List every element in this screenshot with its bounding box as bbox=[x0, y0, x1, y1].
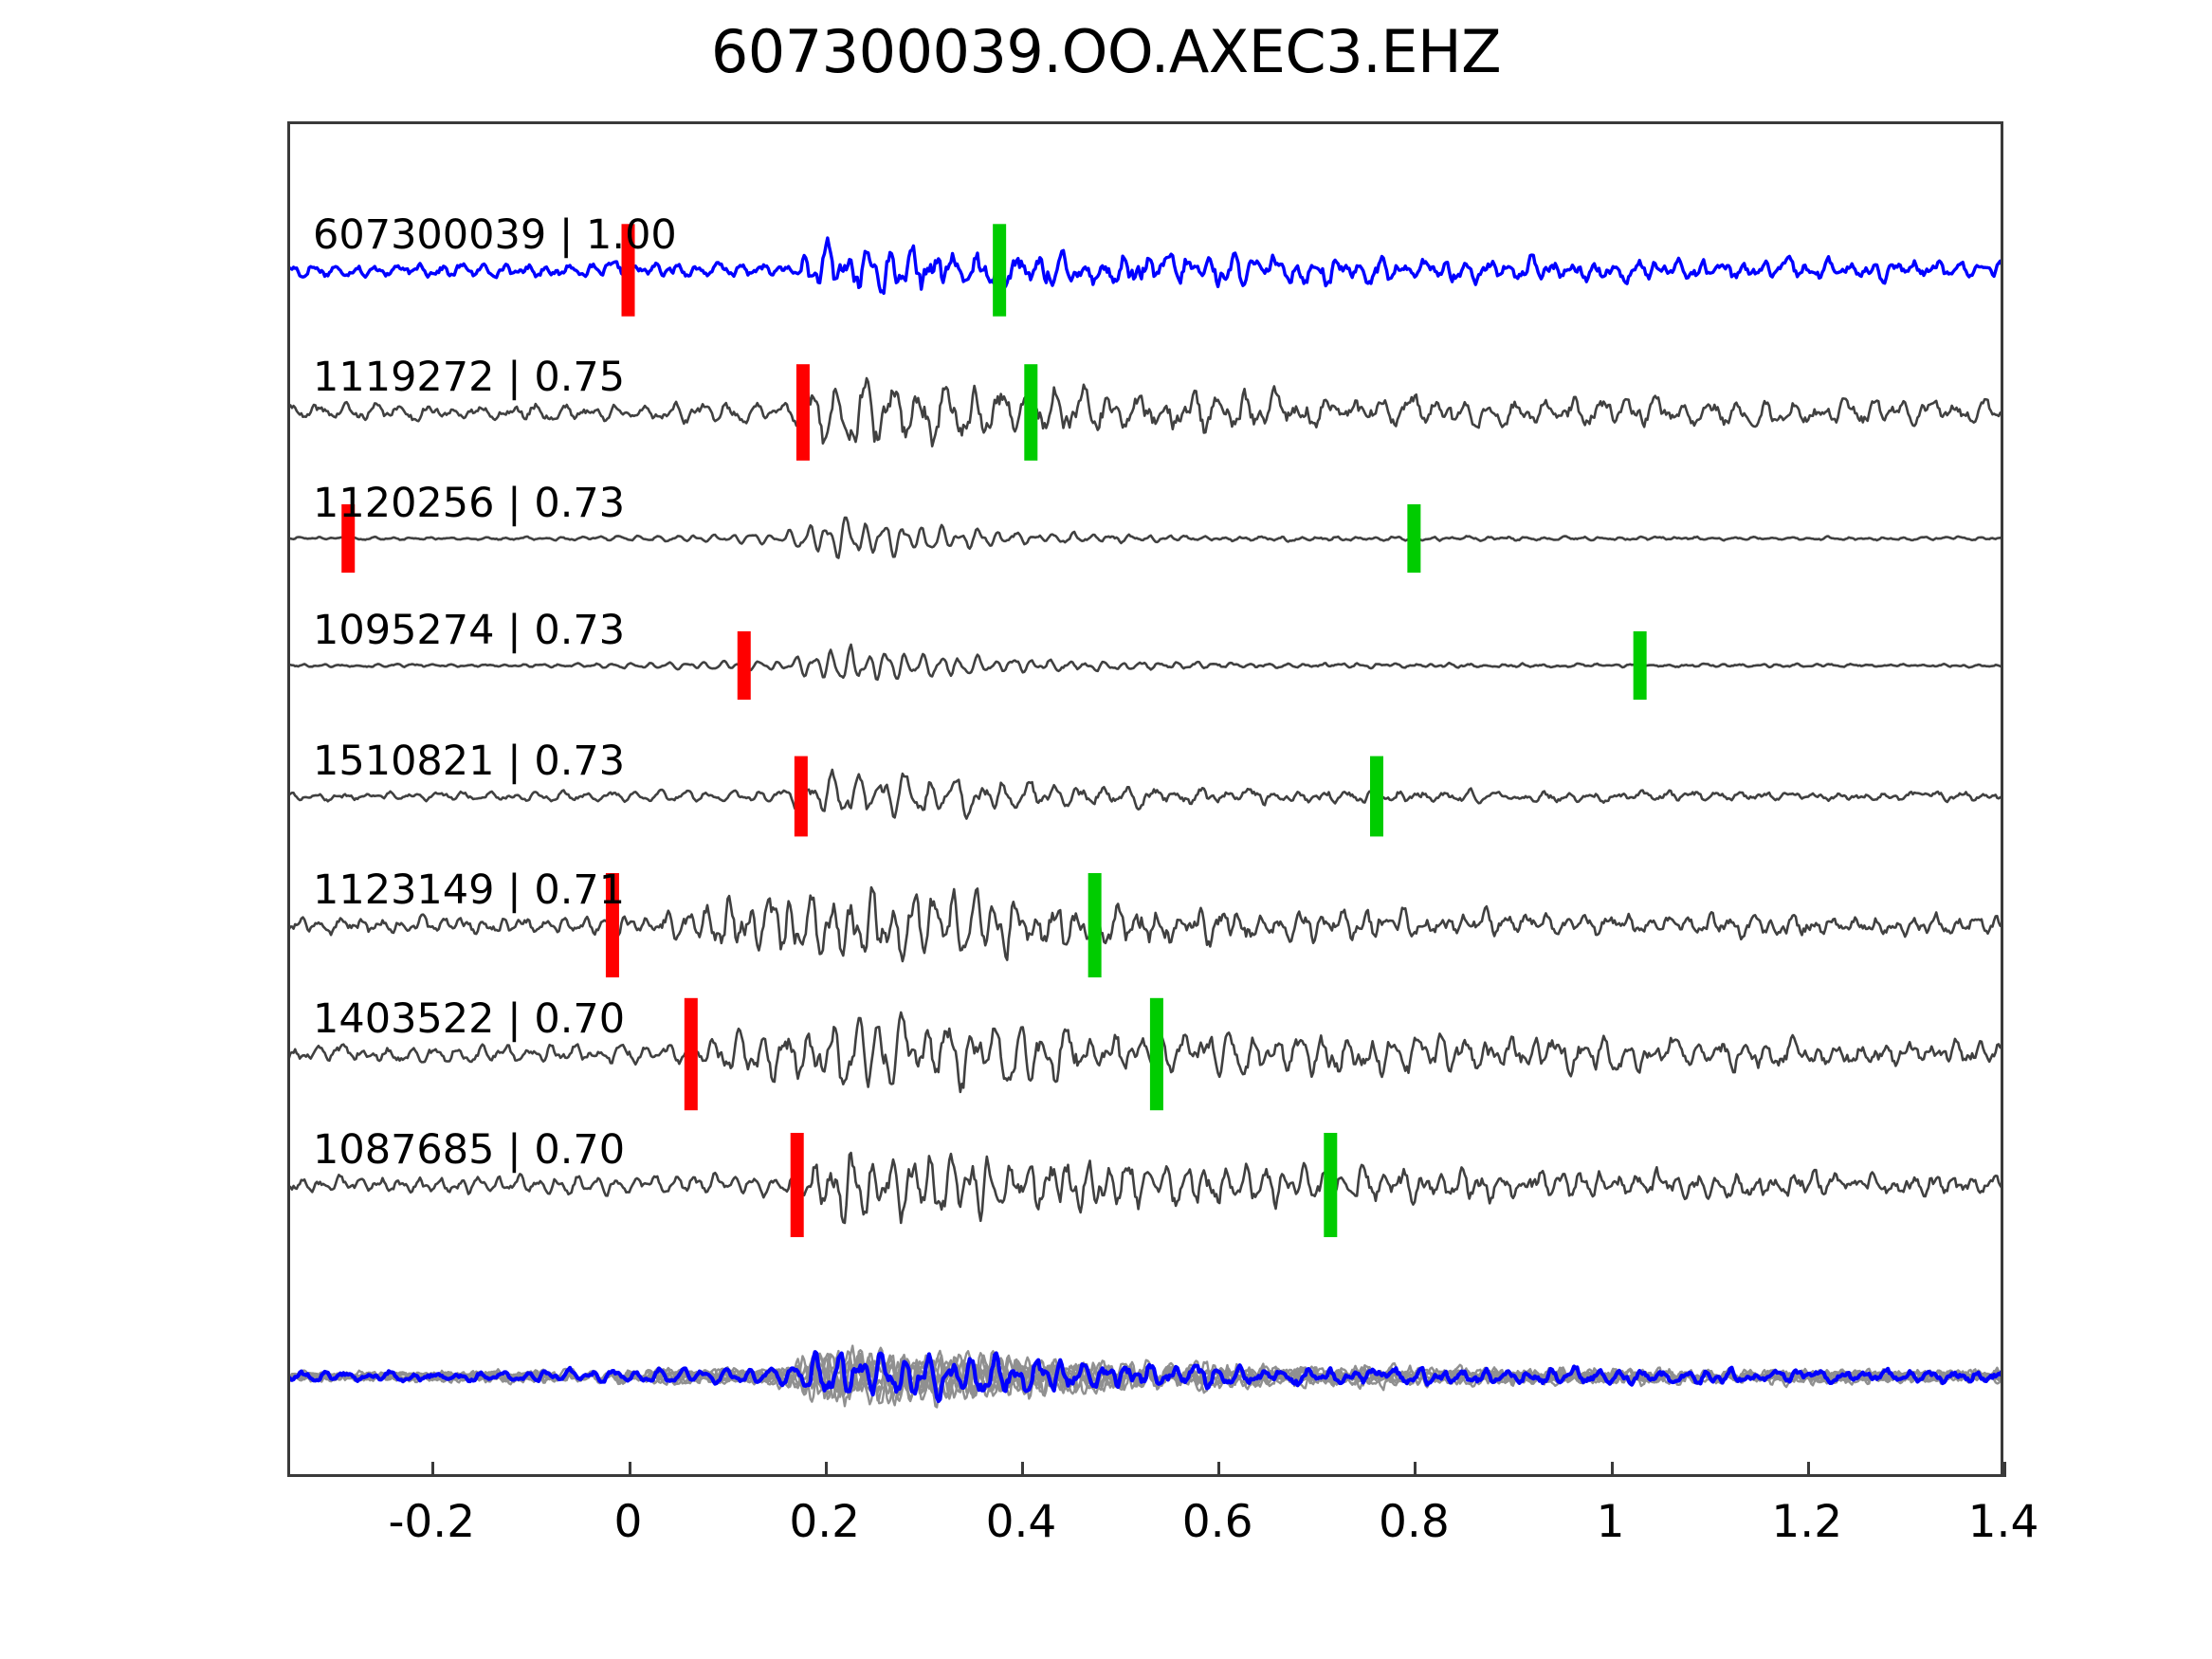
stack-reference-trace bbox=[287, 1350, 2003, 1404]
x-tick-label: 1 bbox=[1596, 1496, 1625, 1548]
p-pick-marker-1095274 bbox=[737, 630, 751, 701]
trace-label-1510821: 1510821 | 0.73 bbox=[313, 738, 626, 785]
waveform-trace-1510821 bbox=[287, 768, 2003, 820]
waveform-trace-1403522 bbox=[287, 1011, 2003, 1094]
p-pick-marker-1087685 bbox=[790, 1133, 804, 1237]
waveform-trace-1123149 bbox=[287, 885, 2003, 963]
waveform-trace-607300039 bbox=[287, 236, 2003, 296]
trace-label-1095274: 1095274 | 0.73 bbox=[313, 607, 626, 654]
x-tick-mark bbox=[2003, 1462, 2006, 1477]
x-tick-label: 0 bbox=[613, 1496, 643, 1548]
p-pick-marker-1510821 bbox=[794, 756, 808, 837]
page-title: 607300039.OO.AXEC3.EHZ bbox=[710, 17, 1502, 86]
p-pick-marker-607300039 bbox=[621, 224, 635, 317]
x-tick-label: -0.2 bbox=[388, 1496, 476, 1548]
s-pick-marker-1119272 bbox=[1024, 364, 1038, 461]
s-pick-marker-607300039 bbox=[993, 224, 1007, 317]
s-pick-marker-1403522 bbox=[1149, 997, 1163, 1111]
s-pick-marker-1510821 bbox=[1369, 756, 1383, 837]
x-tick-mark bbox=[1217, 1462, 1221, 1477]
x-tick-label: 0.8 bbox=[1378, 1496, 1450, 1548]
waveform-trace-1087685 bbox=[287, 1151, 2003, 1225]
p-pick-marker-1120256 bbox=[341, 503, 356, 574]
p-pick-marker-1119272 bbox=[795, 364, 810, 461]
trace-label-1119272: 1119272 | 0.75 bbox=[313, 354, 626, 401]
x-tick-label: 0.2 bbox=[789, 1496, 861, 1548]
x-tick-label: 0.4 bbox=[985, 1496, 1057, 1548]
x-tick-mark bbox=[1020, 1462, 1024, 1477]
trace-label-607300039: 607300039 | 1.00 bbox=[313, 211, 677, 259]
x-tick-mark bbox=[431, 1462, 435, 1477]
waveform-trace-1095274 bbox=[287, 643, 2003, 682]
trace-label-1087685: 1087685 | 0.70 bbox=[313, 1126, 626, 1174]
trace-label-1120256: 1120256 | 0.73 bbox=[313, 480, 626, 527]
x-tick-mark bbox=[1414, 1462, 1417, 1477]
s-pick-marker-1120256 bbox=[1407, 503, 1421, 574]
x-tick-mark bbox=[628, 1462, 631, 1477]
s-pick-marker-1095274 bbox=[1633, 630, 1647, 701]
waveform-trace-1119272 bbox=[287, 376, 2003, 447]
x-tick-mark bbox=[1610, 1462, 1614, 1477]
p-pick-marker-1123149 bbox=[605, 873, 619, 977]
x-tick-label: 1.2 bbox=[1771, 1496, 1843, 1548]
plot-axes bbox=[287, 121, 2003, 1477]
x-tick-label: 0.6 bbox=[1181, 1496, 1253, 1548]
s-pick-marker-1087685 bbox=[1324, 1133, 1338, 1237]
x-tick-mark bbox=[824, 1462, 828, 1477]
x-tick-mark bbox=[1806, 1462, 1810, 1477]
trace-label-1403522: 1403522 | 0.70 bbox=[313, 995, 626, 1043]
waveform-canvas bbox=[287, 224, 2003, 1409]
x-tick-label: 1.4 bbox=[1967, 1496, 2039, 1548]
waveform-trace-1120256 bbox=[287, 516, 2003, 559]
trace-label-1123149: 1123149 | 0.71 bbox=[313, 866, 626, 914]
p-pick-marker-1403522 bbox=[684, 997, 698, 1111]
s-pick-marker-1123149 bbox=[1088, 873, 1102, 977]
